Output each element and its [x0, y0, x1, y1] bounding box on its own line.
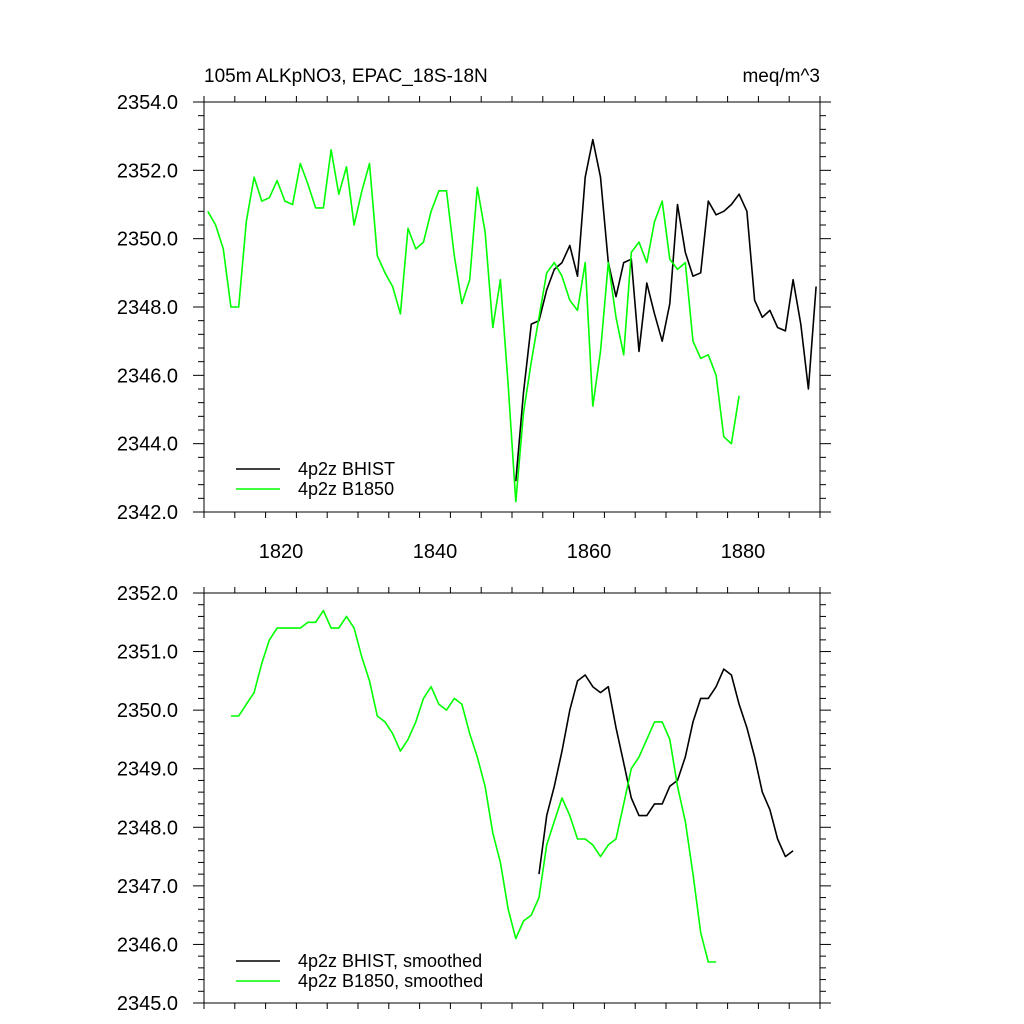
plot-frame — [203, 592, 821, 1004]
xtick-label: 1820 — [259, 541, 304, 563]
ytick-label: 2346.0 — [117, 365, 178, 387]
series-line-0 — [538, 668, 794, 875]
legend-label-1: 4p2z B1850, smoothed — [298, 971, 483, 991]
xtick-label: 1840 — [413, 541, 458, 563]
ytick-label: 2347.0 — [117, 876, 178, 898]
chart-title: 105m ALKpNO3, EPAC_18S-18N — [204, 66, 488, 87]
ytick-label: 2352.0 — [117, 583, 178, 605]
ytick-label: 2344.0 — [117, 434, 178, 456]
ytick-label: 2342.0 — [117, 502, 178, 524]
ytick-label: 2348.0 — [117, 817, 178, 839]
ytick-label: 2354.0 — [117, 92, 178, 114]
legend-label-0: 4p2z BHIST, smoothed — [298, 951, 482, 971]
ytick-label: 2350.0 — [117, 229, 178, 251]
ytick-label: 2346.0 — [117, 934, 178, 956]
ytick-label: 2349.0 — [117, 759, 178, 781]
series-line-1 — [207, 149, 740, 503]
xtick-label: 1860 — [567, 541, 612, 563]
series-line-1 — [230, 609, 717, 963]
ytick-label: 2352.0 — [117, 160, 178, 182]
units-label: meq/m^3 — [742, 66, 820, 87]
xtick-label: 1880 — [721, 541, 766, 563]
ytick-label: 2350.0 — [117, 700, 178, 722]
ytick-label: 2348.0 — [117, 297, 178, 319]
top-panel: 105m ALKpNO3, EPAC_18S-18N meq/m^3 2342.… — [117, 66, 831, 563]
series-line-0 — [515, 138, 817, 482]
ytick-label: 2351.0 — [117, 642, 178, 664]
legend-label-1: 4p2z B1850 — [298, 479, 394, 499]
bottom-panel: 2345.0 2346.0 2347.0 2348.0 2349.0 2350.0 2351… — [117, 583, 831, 1015]
ytick-label: 2345.0 — [117, 993, 178, 1015]
legend-label-0: 4p2z BHIST — [298, 459, 395, 479]
